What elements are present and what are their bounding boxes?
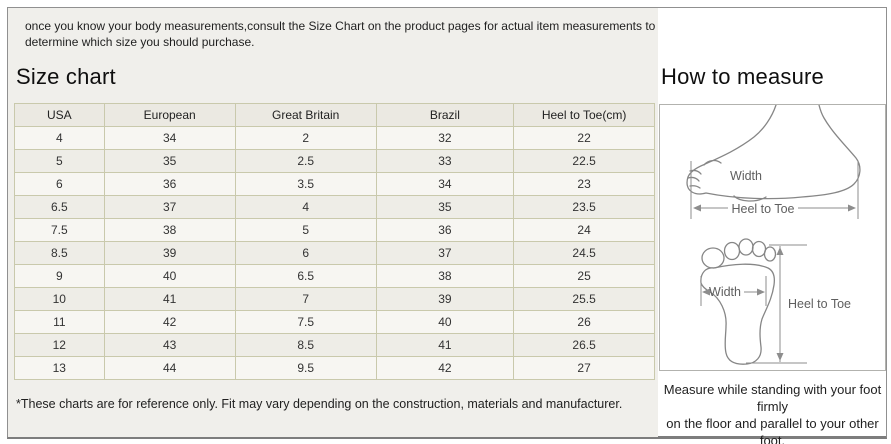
side-view-width-label: Width <box>730 169 762 183</box>
table-cell: 35 <box>103 149 236 173</box>
table-cell: 34 <box>375 172 515 196</box>
table-cell: 39 <box>103 241 236 265</box>
table-row: 11 42 7.5 40 26 <box>14 310 655 334</box>
table-cell: 36 <box>103 172 236 196</box>
table-cell: 41 <box>103 287 236 311</box>
table-cell: 26 <box>513 310 655 334</box>
column-header: European <box>103 103 236 127</box>
table-cell: 22.5 <box>513 149 655 173</box>
intro-line-1: once you know your body measurements,con… <box>25 19 656 33</box>
table-cell: 32 <box>375 126 515 150</box>
measure-instruction: Measure while standing with your foot fi… <box>659 381 886 444</box>
table-cell: 25.5 <box>513 287 655 311</box>
table-cell: 42 <box>103 310 236 334</box>
table-cell: 5 <box>234 218 377 242</box>
foot-side-view-icon <box>686 105 861 202</box>
table-cell: 34 <box>103 126 236 150</box>
side-view-heel-to-toe-label: Heel to Toe <box>731 202 794 216</box>
table-cell: 26.5 <box>513 333 655 357</box>
table-row: 6 36 3.5 34 23 <box>14 172 655 196</box>
top-view-arrowheads <box>702 247 784 361</box>
table-header-row: USA European Great Britain Brazil Heel to To… <box>14 103 655 127</box>
foot-top-view-icon <box>700 238 777 365</box>
foot-measure-diagram: Width Heel to Toe <box>686 105 861 365</box>
table-cell: 22 <box>513 126 655 150</box>
how-to-measure-title: How to measure <box>661 64 824 89</box>
table-cell: 38 <box>103 218 236 242</box>
table-cell: 37 <box>375 241 515 265</box>
table-cell: 41 <box>375 333 515 357</box>
table-cell: 13 <box>14 356 105 380</box>
table-cell: 10 <box>14 287 105 311</box>
table-cell: 38 <box>375 264 515 288</box>
measure-diagram-box: Width Heel to Toe <box>659 104 886 371</box>
column-header: Brazil <box>375 103 515 127</box>
table-row: 5 35 2.5 33 22.5 <box>14 149 655 173</box>
size-table-body: 4 34 2 32 22 5 35 2.5 33 22.5 6 36 3.5 34 23 6.5 37 4 35 23… <box>14 126 655 380</box>
table-cell: 9 <box>14 264 105 288</box>
table-row: 7.5 38 5 36 24 <box>14 218 655 242</box>
size-chart-table: USA European Great Britain Brazil Heel to To… <box>14 103 655 380</box>
side-view-arrowheads <box>693 204 856 212</box>
table-cell: 24.5 <box>513 241 655 265</box>
table-row: 9 40 6.5 38 25 <box>14 264 655 288</box>
table-cell: 6.5 <box>14 195 105 219</box>
side-view-measure-lines <box>690 161 859 219</box>
table-cell: 6 <box>14 172 105 196</box>
table-row: 12 43 8.5 41 26.5 <box>14 333 655 357</box>
table-cell: 7.5 <box>234 310 377 334</box>
instruction-line-1: Measure while standing with your foot fi… <box>663 382 882 414</box>
table-row: 4 34 2 32 22 <box>14 126 655 150</box>
table-cell: 3.5 <box>234 172 377 196</box>
intro-text: once you know your body measurements,con… <box>25 18 655 50</box>
table-row: 8.5 39 6 37 24.5 <box>14 241 655 265</box>
table-cell: 23.5 <box>513 195 655 219</box>
table-cell: 40 <box>103 264 236 288</box>
table-cell: 6 <box>234 241 377 265</box>
column-header: USA <box>14 103 105 127</box>
table-cell: 7 <box>234 287 377 311</box>
table-cell: 11 <box>14 310 105 334</box>
table-cell: 4 <box>234 195 377 219</box>
table-cell: 27 <box>513 356 655 380</box>
table-cell: 7.5 <box>14 218 105 242</box>
table-cell: 12 <box>14 333 105 357</box>
size-chart-title: Size chart <box>16 64 116 89</box>
table-row: 6.5 37 4 35 23.5 <box>14 195 655 219</box>
table-cell: 37 <box>103 195 236 219</box>
table-cell: 5 <box>14 149 105 173</box>
table-cell: 9.5 <box>234 356 377 380</box>
table-cell: 39 <box>375 287 515 311</box>
table-cell: 8.5 <box>234 333 377 357</box>
instruction-line-2: on the floor and parallel to your other … <box>666 416 879 444</box>
table-cell: 8.5 <box>14 241 105 265</box>
column-header: Heel to Toe(cm) <box>513 103 655 127</box>
table-cell: 36 <box>375 218 515 242</box>
table-cell: 33 <box>375 149 515 173</box>
table-cell: 44 <box>103 356 236 380</box>
table-row: 13 44 9.5 42 27 <box>14 356 655 380</box>
table-cell: 6.5 <box>234 264 377 288</box>
table-cell: 40 <box>375 310 515 334</box>
table-row: 10 41 7 39 25.5 <box>14 287 655 311</box>
top-view-measure-lines <box>700 244 807 364</box>
table-cell: 2 <box>234 126 377 150</box>
table-cell: 42 <box>375 356 515 380</box>
intro-line-2: determine which size you should purchase… <box>25 35 255 49</box>
table-cell: 24 <box>513 218 655 242</box>
table-cell: 2.5 <box>234 149 377 173</box>
table-cell: 23 <box>513 172 655 196</box>
top-view-width-label: Width <box>709 285 741 299</box>
table-cell: 43 <box>103 333 236 357</box>
table-cell: 35 <box>375 195 515 219</box>
table-cell: 4 <box>14 126 105 150</box>
column-header: Great Britain <box>234 103 377 127</box>
table-cell: 25 <box>513 264 655 288</box>
top-view-heel-to-toe-label: Heel to Toe <box>788 297 851 311</box>
table-footnote: *These charts are for reference only. Fi… <box>16 397 623 411</box>
